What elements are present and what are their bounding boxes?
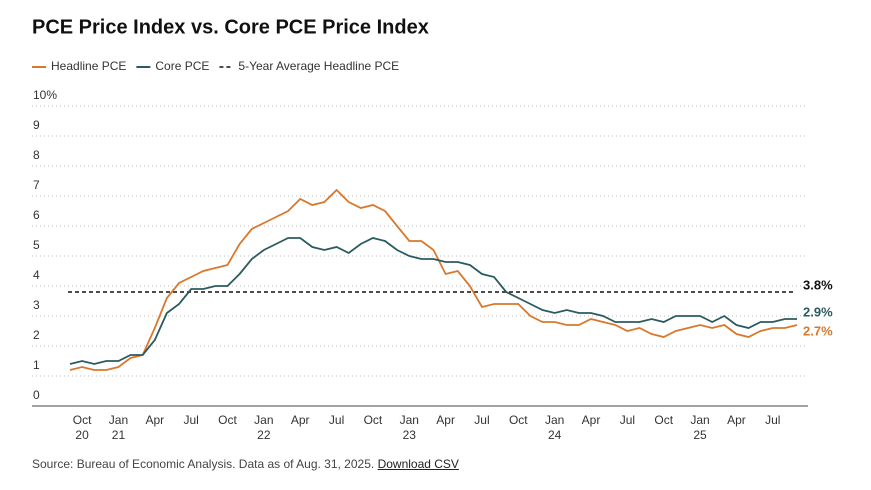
x-tick-label: Oct — [218, 413, 237, 427]
y-tick-label: 1 — [33, 358, 40, 372]
x-tick-label: Jul — [183, 413, 199, 427]
y-tick-label: 4 — [33, 268, 40, 282]
legend-label: Core PCE — [155, 59, 209, 73]
x-tick-label: Apr — [727, 413, 746, 427]
x-tick-label: Jan 21 — [108, 413, 129, 442]
x-tick-label: Oct — [654, 413, 674, 427]
source: Source: Bureau of Economic Analysis. Dat… — [32, 457, 459, 471]
download-link[interactable]: Download CSV — [377, 457, 459, 471]
x-tick-label: Oct — [363, 413, 383, 427]
end-label: 2.9% — [803, 304, 833, 319]
x-tick-label: Jan 24 — [544, 413, 565, 442]
x-tick-label: Jan 22 — [254, 413, 274, 442]
chart-title: PCE Price Index vs. Core PCE Price Index — [32, 16, 429, 38]
y-tick-label: 10% — [33, 88, 57, 102]
x-tick-label: Apr — [145, 413, 165, 427]
y-tick-label: 5 — [33, 238, 40, 252]
x-tick-label: Apr — [436, 413, 455, 427]
x-tick-label: Apr — [290, 413, 310, 427]
legend-label: 5-Year Average Headline PCE — [238, 59, 399, 73]
y-tick-label: 7 — [33, 178, 40, 192]
x-tick-label: Jan 25 — [690, 413, 710, 442]
y-tick-label: 2 — [33, 328, 40, 342]
y-tick-label: 3 — [33, 298, 40, 312]
x-tick-label: Oct 20 — [72, 413, 92, 442]
x-tick-label: Jul — [474, 413, 490, 427]
x-tick-label: Oct — [508, 413, 528, 427]
y-tick-label: 6 — [33, 208, 40, 222]
series-line — [69, 237, 797, 365]
x-tick-label: Jul — [765, 413, 781, 427]
x-tick-label: Apr — [581, 413, 601, 427]
legend-label: Headline PCE — [51, 59, 126, 73]
x-tick-label: Jan 23 — [399, 413, 419, 442]
y-tick-label: 8 — [33, 148, 40, 162]
end-label: 2.7% — [803, 323, 833, 338]
x-tick-label: Jul — [328, 413, 345, 427]
x-tick-label: Jul — [619, 413, 636, 427]
series-line — [69, 188, 798, 371]
reference-label: 3.8% — [803, 277, 833, 292]
y-tick-label: 9 — [33, 118, 40, 132]
y-tick-label: 0 — [33, 388, 40, 402]
source-text: Source: Bureau of Economic Analysis. Dat… — [32, 457, 375, 471]
